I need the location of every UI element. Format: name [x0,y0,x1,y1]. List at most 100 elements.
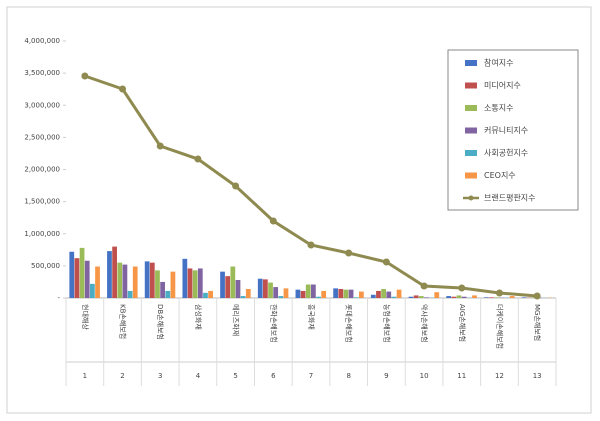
y-tick-label: 4,000,000 [24,37,60,45]
bar [348,289,354,298]
bar [230,266,236,298]
rank-label: 1 [83,372,87,380]
bar [521,297,527,298]
rank-label: 2 [120,372,124,380]
bar [235,280,241,298]
bar [353,297,359,298]
bar [160,281,165,298]
bar [132,266,138,298]
line-point [156,142,164,150]
x-tick-label: AIG손해보험 [458,304,467,342]
bar [295,289,301,298]
legend-swatch [465,105,477,111]
bar [489,297,494,298]
bar [240,296,246,298]
line-point [345,249,353,257]
bar [89,283,95,298]
x-tick-label: DB손해보험 [156,304,165,340]
bar [155,270,160,298]
legend-label: CEO지수 [484,171,516,180]
bar [225,276,231,298]
x-tick-label: 현대해상 [81,304,90,330]
rank-label: 3 [158,372,162,380]
legend-swatch [465,82,477,89]
line-point [533,292,541,300]
x-tick-label: 삼성화재 [194,304,203,330]
bar [69,251,75,298]
bar [74,258,80,298]
bar [446,296,452,298]
bar [165,290,171,298]
rank-label: 12 [495,372,504,380]
bar [208,290,213,298]
y-tick-label: 3,500,000 [24,69,60,77]
y-tick-label: 2,500,000 [24,133,60,141]
y-tick-label: 500,000 [31,262,60,270]
legend-swatch [465,172,477,179]
bar [391,296,397,298]
x-tick-label: 흥국화재 [307,304,316,330]
legend-swatch [465,150,477,156]
bar [434,292,440,298]
bar [386,291,392,298]
bar [122,264,128,298]
line-point [232,182,240,190]
x-tick-label: 한화손해보험 [269,304,278,343]
bar [300,290,306,298]
line-point [420,282,428,290]
bar [321,290,327,298]
bar [84,260,90,298]
bar [311,284,316,298]
bar [484,297,489,298]
bar [182,258,188,298]
bar [149,262,155,298]
bar [333,288,338,298]
bar [203,292,208,298]
bar [278,296,284,298]
bar [456,295,462,298]
bar [117,262,123,298]
bar [268,282,273,298]
legend-label: 브랜드평판지수 [484,193,536,203]
rank-label: 11 [457,372,466,380]
bar [144,261,150,298]
legend-label: 소통지수 [484,104,513,113]
bar [305,284,311,298]
line-point [81,72,89,80]
rank-label: 8 [346,372,350,380]
line-point [269,217,277,225]
bar [257,278,263,298]
bar [408,296,414,298]
bar [451,296,457,298]
rank-label: 7 [309,372,313,380]
x-tick-label: 롯데손해보험 [345,304,354,343]
bar [418,296,424,298]
bar [370,294,376,298]
legend-label: 참여지수 [484,58,513,68]
legend-swatch [465,60,477,66]
bar [283,288,289,298]
rank-label: 10 [420,372,429,380]
bar [376,290,381,298]
bar [316,296,321,298]
bar [192,270,198,298]
line-point [495,289,503,297]
y-tick-label: - [57,294,60,302]
rank-label: 5 [233,372,237,380]
bar [170,271,176,298]
line-point [194,155,202,163]
x-tick-label: 메리츠화재 [232,304,241,336]
bar [95,266,100,298]
legend-label: 미디어지수 [484,80,521,90]
rank-label: 4 [196,372,201,380]
bar [127,290,133,298]
rank-label: 9 [384,372,388,380]
bar [197,268,203,298]
bar [112,246,117,298]
x-tick-label: MG손해보험 [533,304,542,341]
bar [413,295,419,298]
legend-swatch [465,127,477,134]
bar [273,287,279,298]
